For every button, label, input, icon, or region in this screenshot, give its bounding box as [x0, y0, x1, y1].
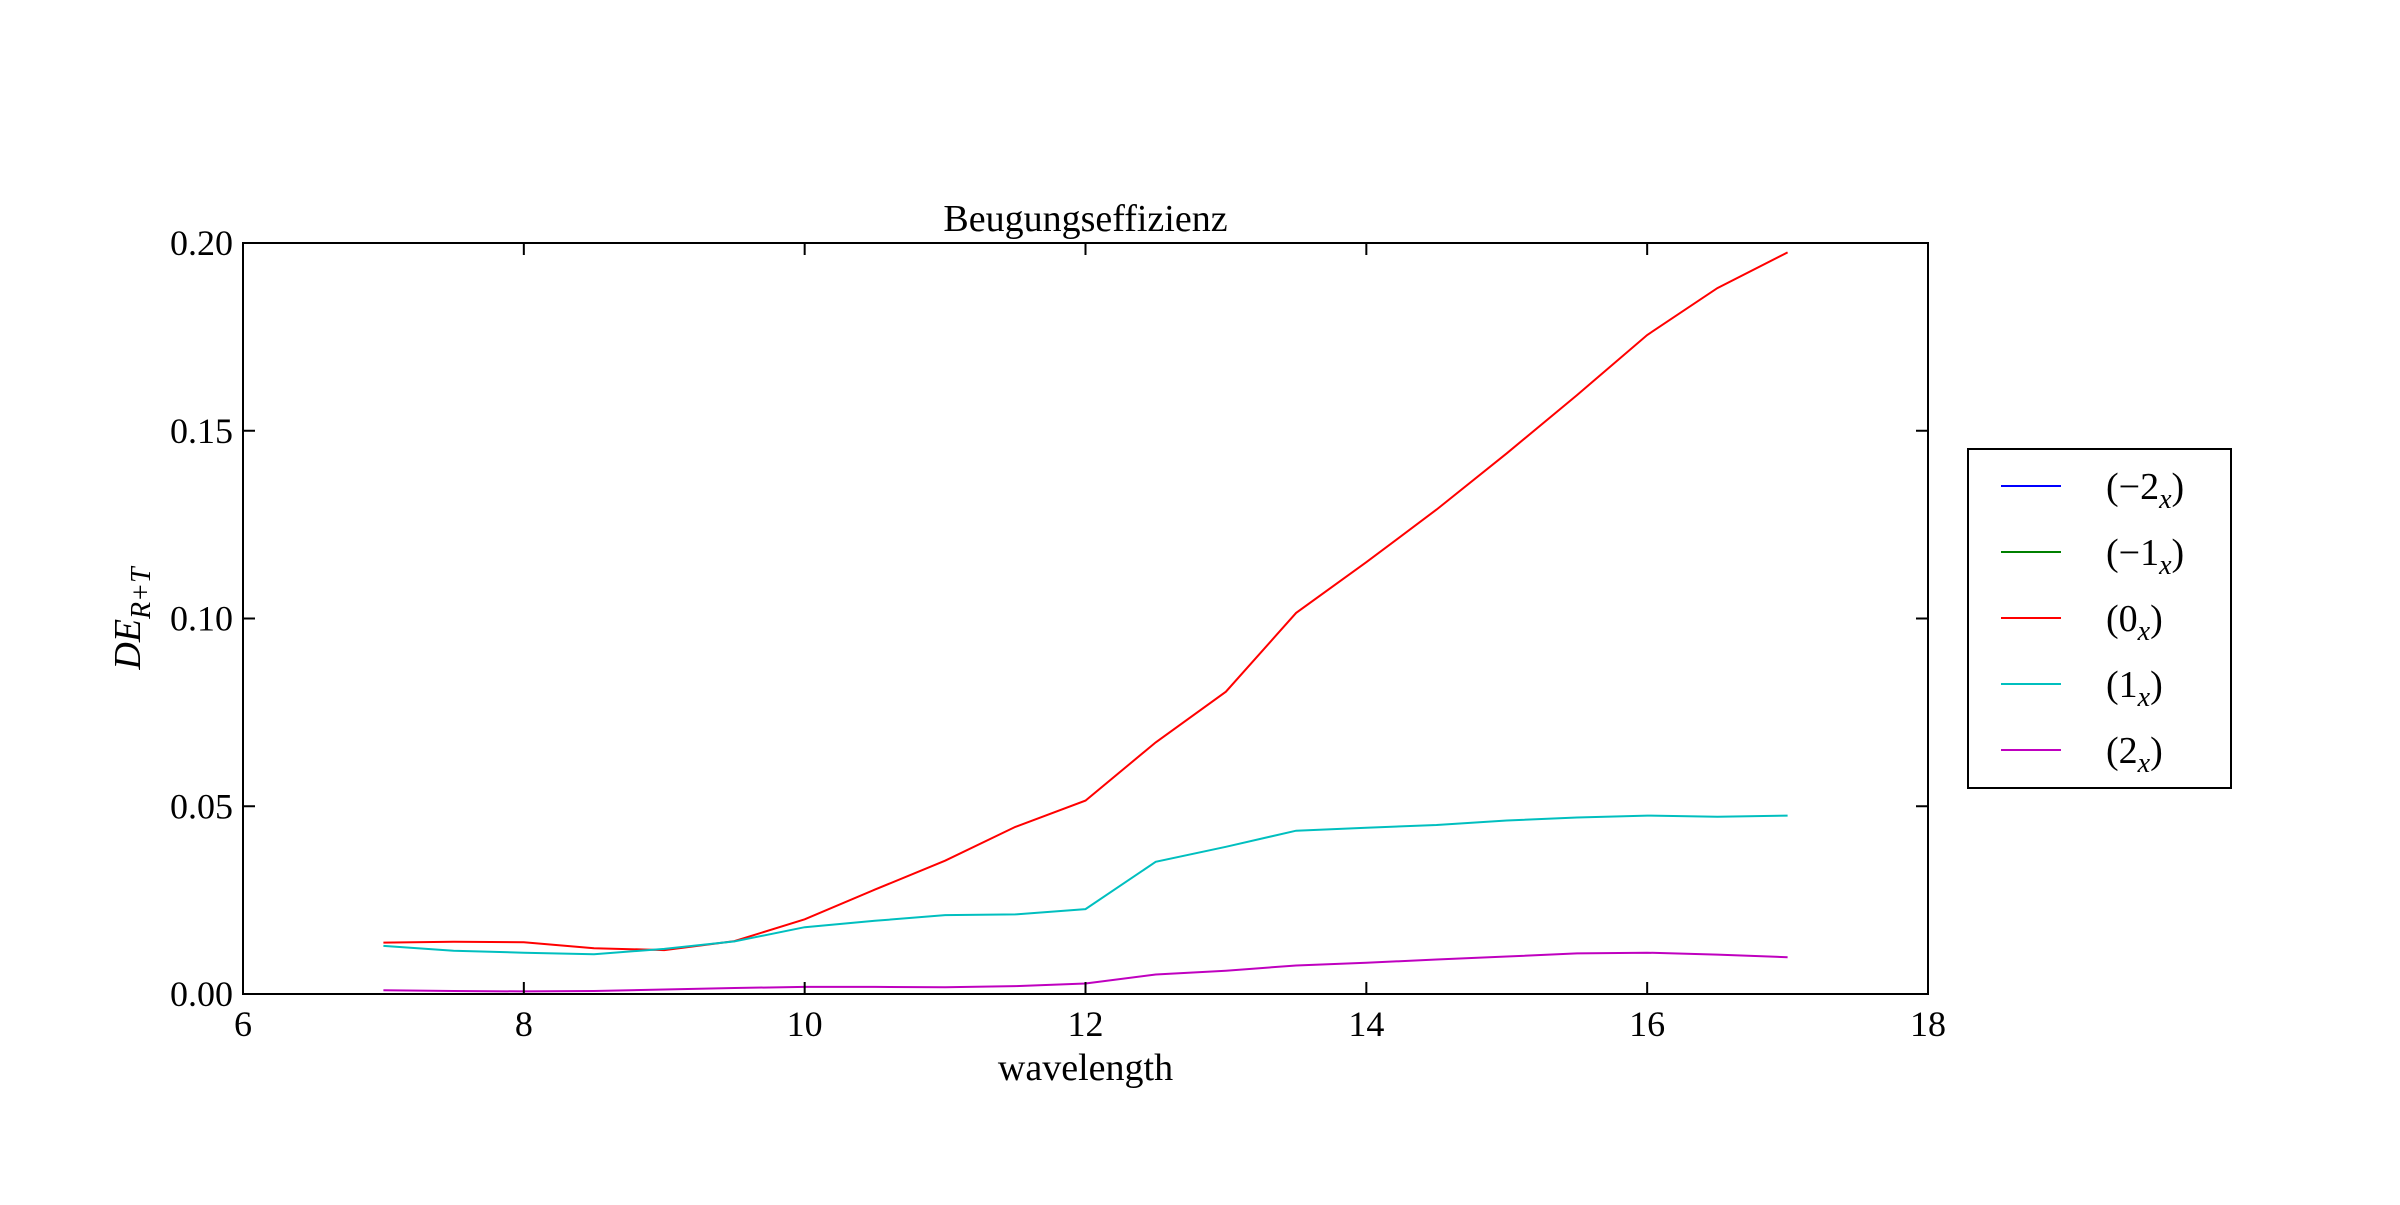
y-axis-label-sub: R+T	[126, 565, 157, 620]
legend-label-3: (1x)	[2106, 664, 2163, 713]
y-axis-label: DER+T	[107, 565, 157, 671]
x-tick-label: 18	[1910, 1004, 1946, 1044]
y-axis-label-main: DE	[107, 619, 149, 671]
x-axis: 6 8 10 12 14 16 18	[234, 243, 1946, 1044]
x-axis-label: wavelength	[998, 1047, 1173, 1089]
legend-label-2: (0x)	[2106, 598, 2163, 647]
plot-frame	[242, 242, 1929, 995]
x-tick-label: 12	[1068, 1004, 1104, 1044]
y-tick-label: 0.15	[170, 411, 233, 451]
legend-label-4: (2x)	[2106, 730, 2163, 779]
x-tick-label: 6	[234, 1004, 252, 1044]
x-tick-label: 16	[1629, 1004, 1665, 1044]
x-tick-label: 8	[515, 1004, 533, 1044]
y-tick-label: 0.00	[170, 974, 233, 1014]
legend-label-0: (−2x)	[2106, 466, 2184, 515]
y-tick-label: 0.05	[170, 786, 233, 826]
series-line-3	[383, 814, 1788, 956]
series-lines	[383, 251, 1789, 995]
legend-label-1: (−1x)	[2106, 532, 2184, 581]
x-tick-label: 10	[787, 1004, 823, 1044]
y-axis: 0.00 0.05 0.10 0.15 0.20	[170, 223, 1928, 1014]
x-tick-label: 14	[1348, 1004, 1384, 1044]
y-tick-label: 0.10	[170, 599, 233, 639]
legend: (−2x) (−1x) (0x) (1x) (2x)	[1967, 448, 2232, 789]
chart-title: Beugungseffizienz	[943, 198, 1227, 240]
series-line-2	[383, 251, 1789, 952]
y-tick-label: 0.20	[170, 223, 233, 263]
